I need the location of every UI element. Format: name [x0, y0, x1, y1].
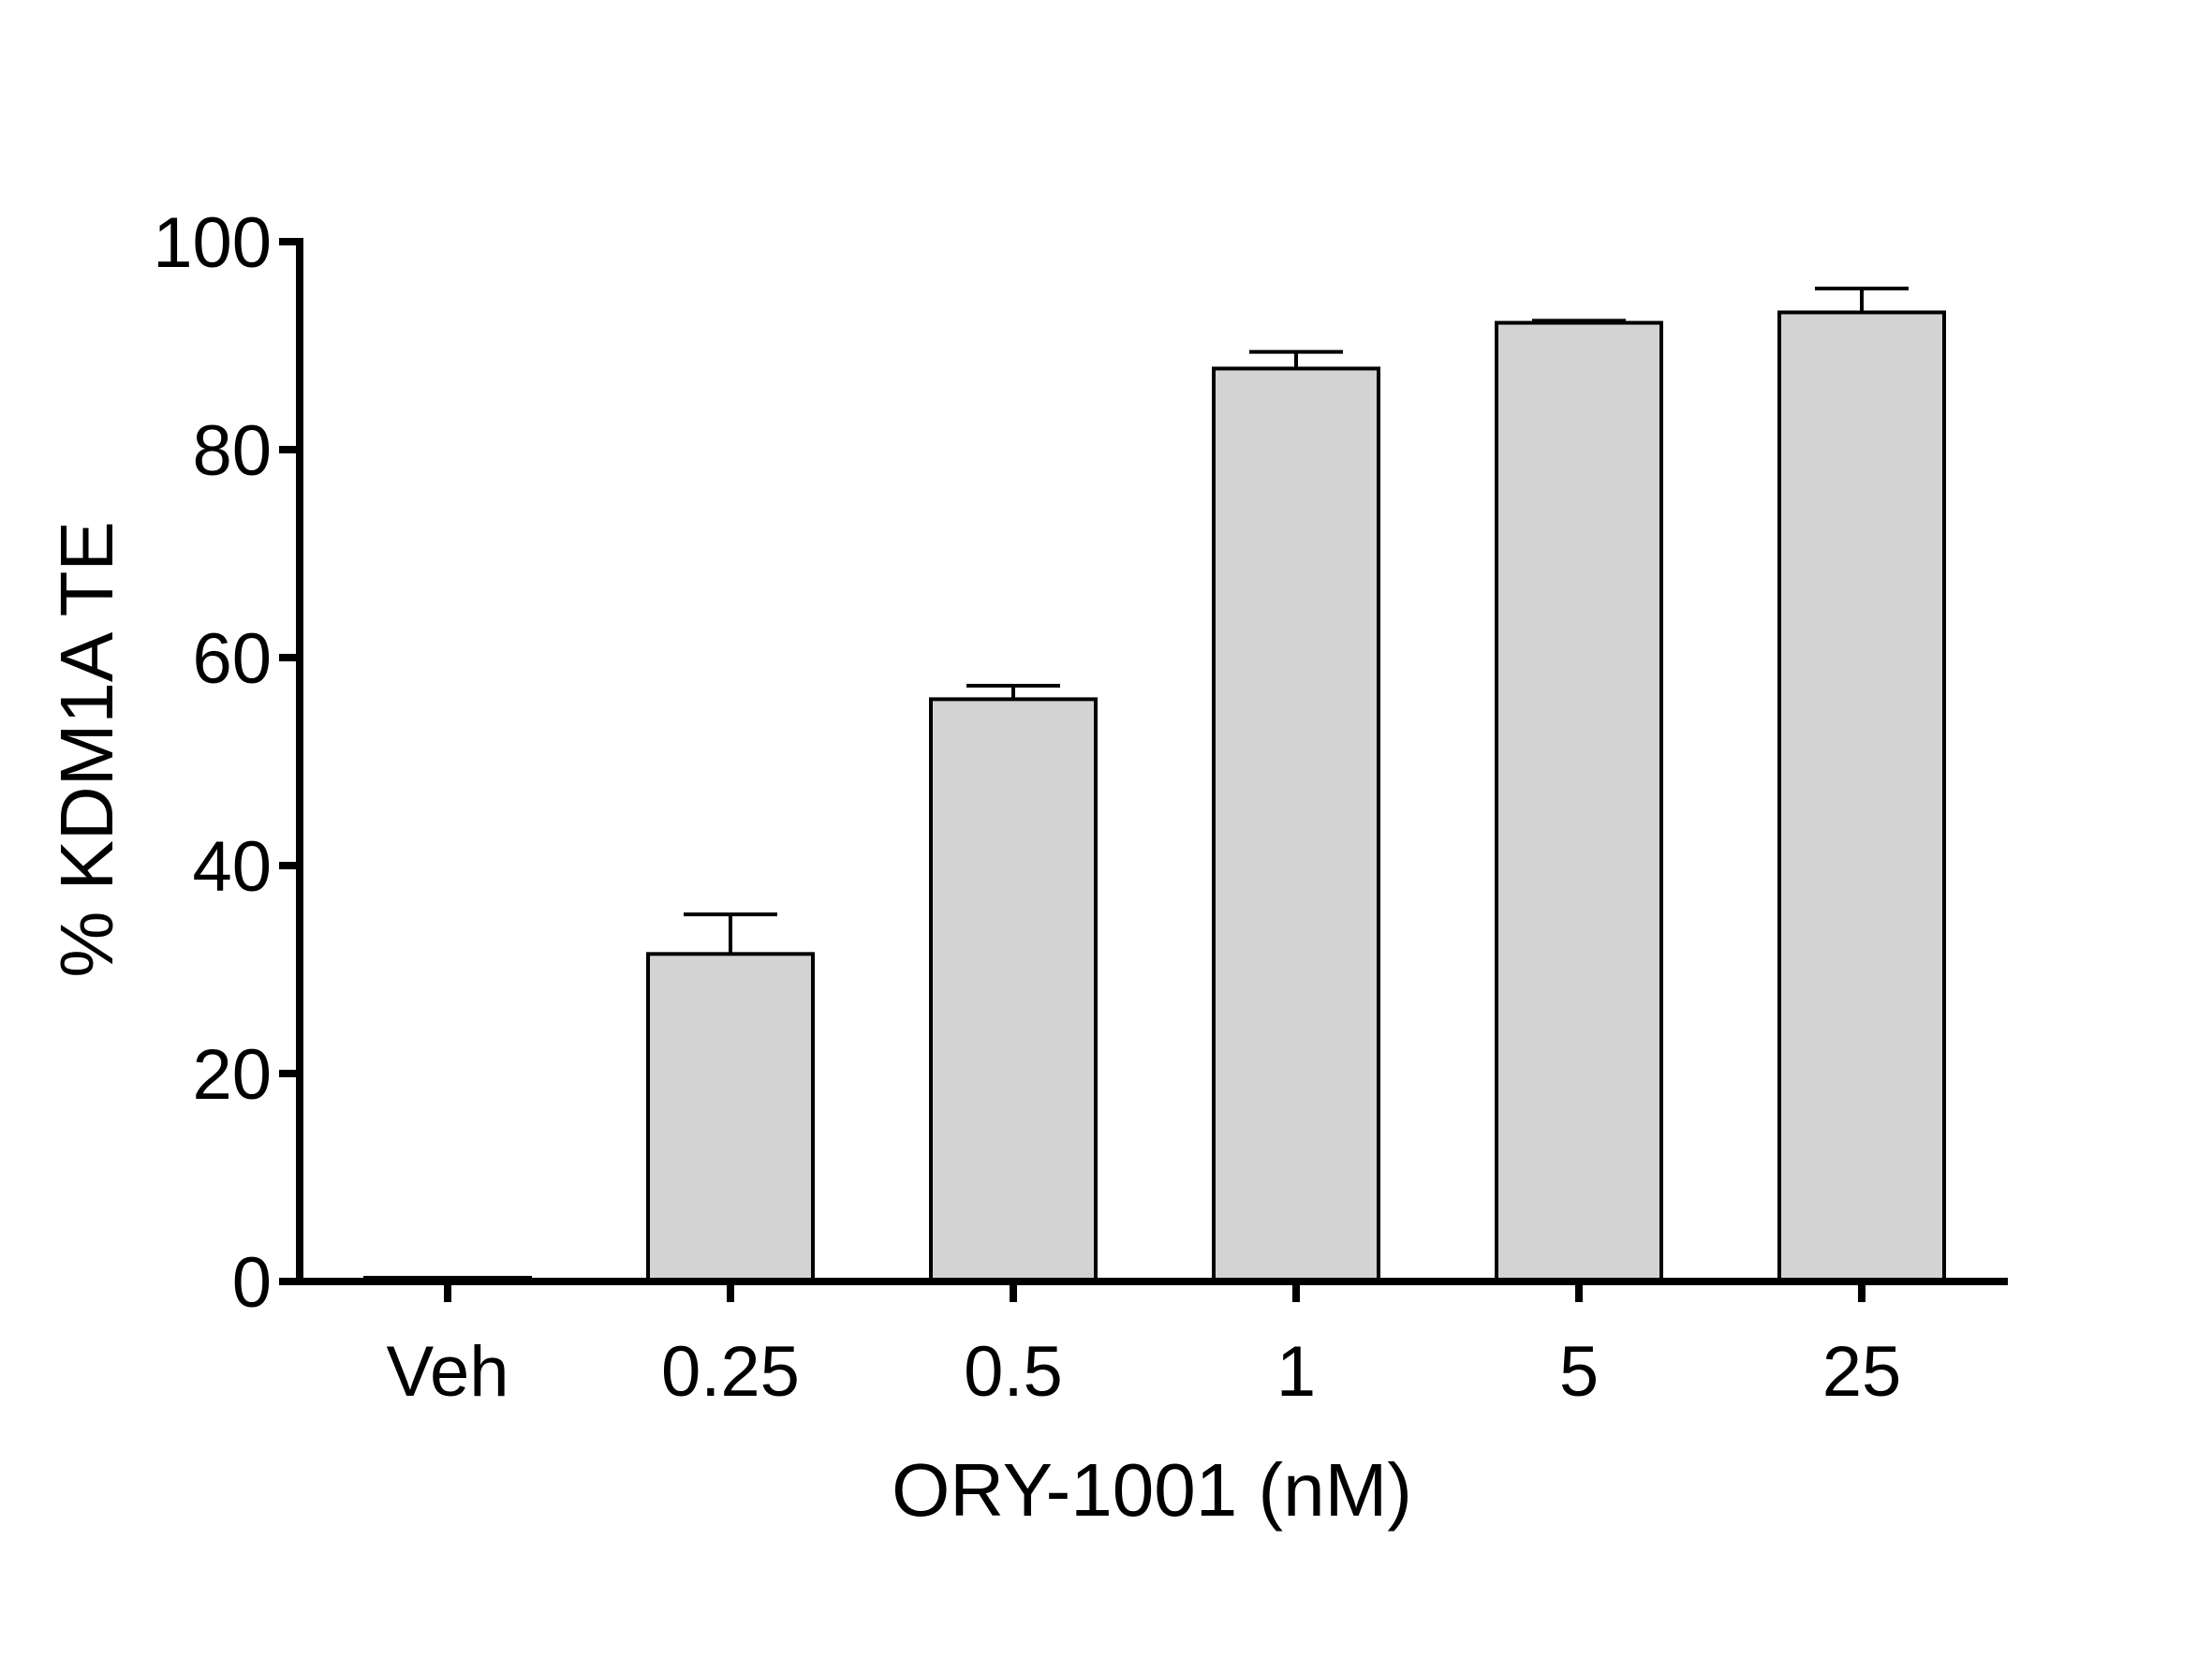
error-bars-layer: [684, 286, 1909, 955]
y-tick-label-60: 60: [192, 619, 272, 699]
y-ticks-layer: 0 20 40 60 80 100: [153, 203, 300, 1323]
y-axis-title: % KDM1A TE: [45, 521, 128, 978]
x-ticks-layer: Veh 0.25 0.5 1 5 25: [386, 1281, 1901, 1412]
bar-5: [1495, 320, 1663, 1283]
bars-layer: [363, 310, 1946, 1284]
bar-1: [1212, 366, 1380, 1284]
y-tick-label-100: 100: [153, 203, 272, 283]
bar-0.5: [929, 697, 1098, 1283]
x-tick-label-5: 5: [1559, 1332, 1599, 1412]
y-tick-label-0: 0: [232, 1243, 272, 1323]
x-tick-label-25: 25: [1822, 1332, 1902, 1412]
x-tick-label-0.25: 0.25: [661, 1332, 800, 1412]
y-tick-label-40: 40: [192, 827, 272, 907]
bar-25: [1777, 310, 1946, 1284]
x-tick-label-1: 1: [1276, 1332, 1316, 1412]
x-tick-label-Veh: Veh: [386, 1332, 509, 1412]
y-tick-label-20: 20: [192, 1035, 272, 1115]
x-tick-label-0.5: 0.5: [964, 1332, 1063, 1412]
y-tick-label-80: 80: [192, 411, 272, 491]
x-axis-title: ORY-1001 (nM): [892, 1448, 1412, 1532]
axes-layer: [296, 238, 2008, 1285]
bar-0.25: [646, 952, 815, 1283]
